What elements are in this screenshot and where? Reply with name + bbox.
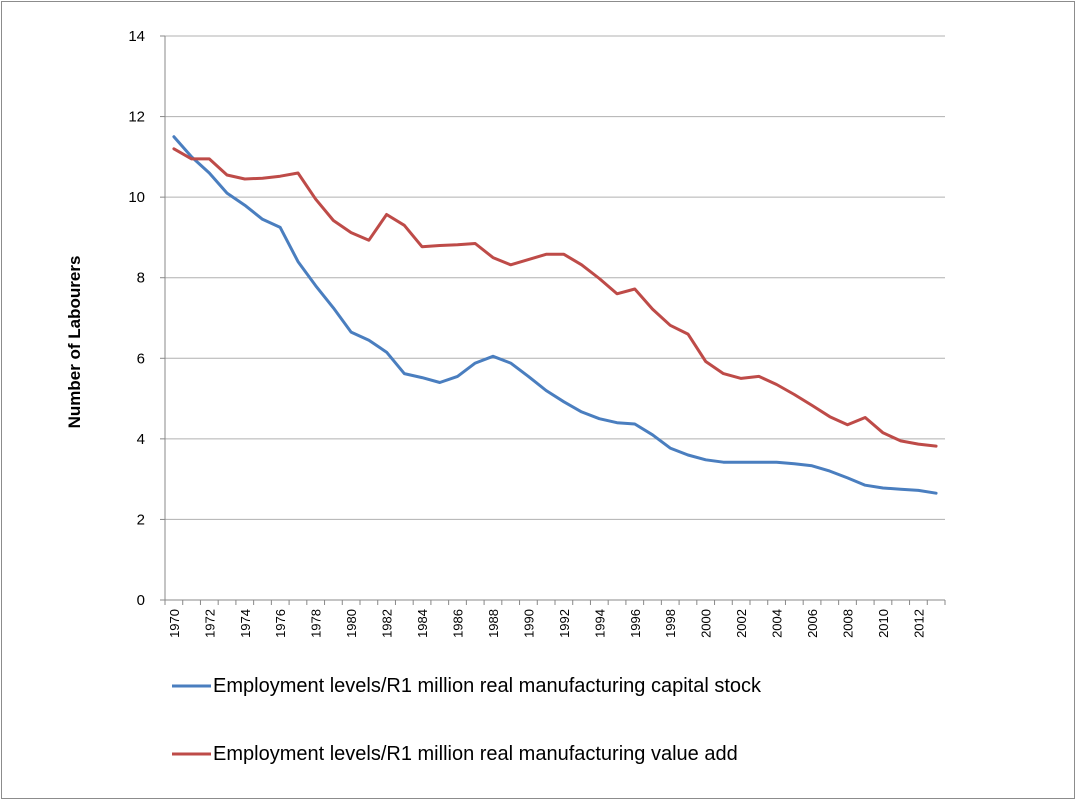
- x-tick-label: 1992: [557, 609, 572, 638]
- x-tick-label: 2002: [734, 609, 749, 638]
- axes: [160, 35, 946, 605]
- x-tick-label: 1988: [486, 609, 501, 638]
- y-tick-label: 14: [128, 28, 145, 45]
- x-tick-label: 1984: [415, 609, 430, 638]
- x-tick-label: 1996: [628, 609, 643, 638]
- series-line-2: [172, 147, 938, 448]
- series-line-1: [172, 135, 938, 495]
- x-tick-label: 1994: [592, 609, 607, 638]
- legend-entry: Employment levels/R1 million real manufa…: [213, 675, 762, 697]
- series-lines: [172, 135, 938, 495]
- x-tick-label: 2006: [805, 609, 820, 638]
- y-tick-label: 8: [137, 270, 145, 287]
- x-tick-label: 1990: [521, 609, 536, 638]
- x-tick-label: 1976: [273, 609, 288, 638]
- y-tick-labels: 0 2 4 6 8 10 12 14: [128, 28, 145, 609]
- y-tick-label: 4: [137, 431, 145, 448]
- x-tick-label: 1980: [344, 609, 359, 638]
- x-tick-label: 2000: [699, 609, 714, 638]
- y-tick-label: 6: [137, 350, 145, 367]
- legend: Employment levels/R1 million real manufa…: [172, 675, 762, 765]
- x-tick-label: 2012: [911, 609, 926, 638]
- x-tick-labels: 1970 1972 1974 1976 1978 1980 1982 1984 1986 1988…: [167, 609, 927, 638]
- legend-entry: Employment levels/R1 million real manufa…: [213, 743, 738, 765]
- x-tick-label: 2008: [841, 609, 856, 638]
- x-tick-label: 2004: [770, 609, 785, 638]
- x-tick-label: 1970: [167, 609, 182, 638]
- x-tick-label: 1974: [238, 609, 253, 638]
- y-tick-label: 0: [137, 592, 145, 609]
- x-tick-label: 1972: [202, 609, 217, 638]
- x-tick-label: 1982: [380, 609, 395, 638]
- y-axis-label: Number of Labourers: [65, 256, 84, 429]
- x-tick-label: 1986: [451, 609, 466, 638]
- gridlines: [165, 35, 945, 520]
- y-tick-label: 2: [137, 511, 145, 528]
- x-tick-label: 2010: [876, 609, 891, 638]
- y-tick-label: 12: [128, 109, 145, 126]
- x-tick-label: 1998: [663, 609, 678, 638]
- x-tick-label: 1978: [309, 609, 324, 638]
- y-tick-label: 10: [128, 189, 145, 206]
